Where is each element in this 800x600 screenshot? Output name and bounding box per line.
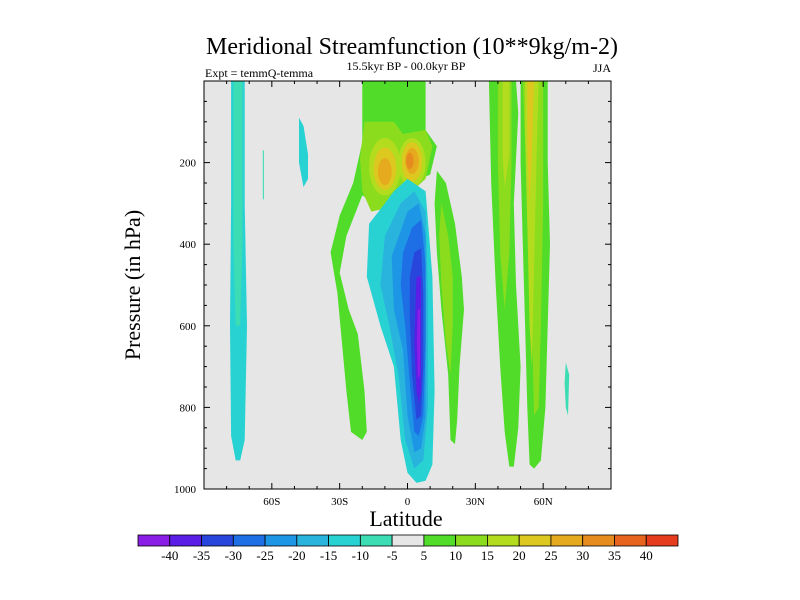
colorbar-swatch — [487, 534, 520, 547]
colorbar-swatch — [201, 534, 234, 547]
chart-left-label: Expt = temmQ-temma — [205, 66, 314, 80]
x-tick-label: 60N — [534, 496, 553, 508]
contour-fills — [230, 81, 570, 483]
chart-title: Meridional Streamfunction (10**9kg/m-2) — [206, 34, 618, 60]
y-tick-label: 200 — [180, 158, 197, 170]
colorbar-label: 35 — [608, 548, 621, 563]
colorbar: -40 -35 -30 -25 -20 -15 -10 -5 5 10 15 20 25 30 35 40 — [137, 534, 679, 563]
colorbar-label: 15 — [481, 548, 494, 563]
x-axis: 60S 30S 0 30N 60N — [226, 81, 589, 508]
colorbar-swatch — [264, 534, 298, 547]
upper-cell-25 — [378, 158, 392, 186]
nh-column-west-15 — [502, 81, 510, 188]
colorbar-label: -35 — [193, 548, 210, 563]
colorbar-swatch — [550, 534, 584, 547]
colorbar-swatch — [232, 534, 266, 547]
sh-column-inner — [233, 81, 243, 326]
y-axis-label: Pressure (in hPa) — [120, 210, 145, 360]
colorbar-label: -40 — [161, 548, 178, 563]
colorbar-label: -10 — [352, 548, 369, 563]
y-tick-label: 800 — [180, 402, 197, 414]
colorbar-swatch — [391, 534, 425, 547]
colorbar-label: -5 — [387, 548, 398, 563]
colorbar-label: 20 — [513, 548, 526, 563]
y-axis: 200 400 600 800 1000 — [174, 100, 611, 496]
colorbar-label: 5 — [421, 548, 428, 563]
sh-patch-45s — [299, 117, 308, 188]
colorbar-swatch — [137, 534, 171, 547]
upper-cell-30 — [406, 152, 414, 170]
colorbar-label: -25 — [256, 548, 273, 563]
nh-column-east-20 — [527, 81, 535, 204]
colorbar-swatch — [328, 534, 361, 547]
colorbar-label: 25 — [544, 548, 557, 563]
colorbar-label: 30 — [576, 548, 589, 563]
colorbar-swatch — [423, 534, 457, 547]
colorbar-swatch — [455, 534, 488, 547]
sh-thin-sliver — [262, 150, 264, 200]
colorbar-label: -15 — [320, 548, 337, 563]
x-tick-label: 0 — [405, 496, 411, 508]
colorbar-label: -20 — [288, 548, 305, 563]
x-tick-label: 60S — [263, 496, 280, 508]
colorbar-swatch — [645, 534, 679, 547]
colorbar-swatch — [169, 534, 202, 547]
colorbar-swatch — [296, 534, 329, 547]
chart-season-label: JJA — [593, 61, 611, 75]
x-axis-label: Latitude — [369, 506, 442, 531]
y-tick-label: 1000 — [174, 484, 197, 496]
x-tick-label: 30N — [466, 496, 485, 508]
colorbar-swatch — [614, 534, 647, 547]
y-tick-label: 600 — [180, 321, 197, 333]
chart-subtitle: 15.5kyr BP - 00.0kyr BP — [347, 59, 466, 73]
tropical-cell-40 — [417, 309, 421, 379]
colorbar-label: 40 — [640, 548, 653, 563]
colorbar-swatch — [518, 534, 552, 547]
colorbar-swatch — [359, 534, 393, 547]
colorbar-swatch — [582, 534, 615, 547]
nh-subtropical-core — [439, 203, 453, 375]
colorbar-label: -30 — [225, 548, 242, 563]
nh-polar-sliver — [564, 362, 570, 416]
colorbar-label: 10 — [449, 548, 462, 563]
x-tick-label: 30S — [331, 496, 348, 508]
y-tick-label: 400 — [180, 239, 197, 251]
